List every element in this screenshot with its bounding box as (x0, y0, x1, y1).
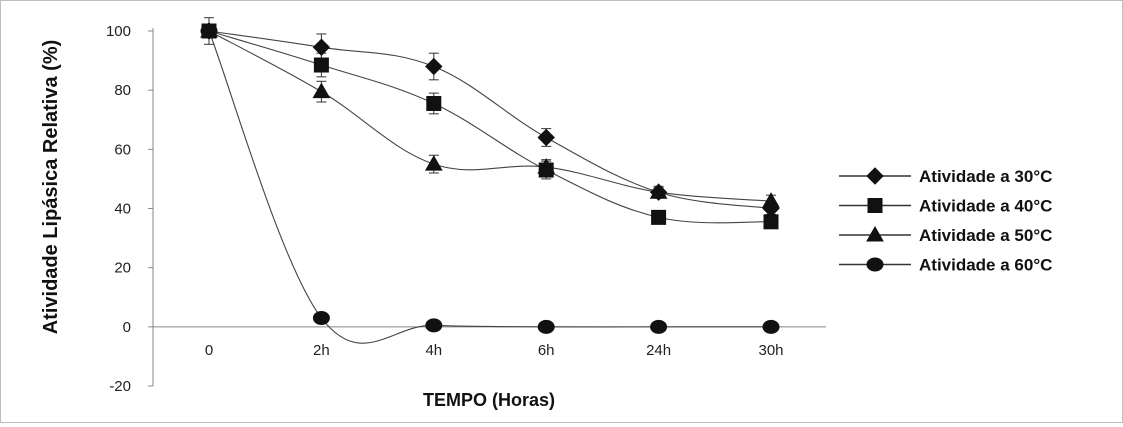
axes (148, 28, 826, 387)
x-tick-label: 0 (205, 342, 213, 359)
data-point (537, 128, 555, 147)
legend-item: Atividade a 40°C (839, 197, 1052, 216)
data-point (425, 57, 443, 76)
legend-marker (866, 167, 884, 185)
data-point (312, 310, 330, 325)
legend-label: Atividade a 40°C (919, 197, 1052, 216)
legend-item: Atividade a 60°C (839, 256, 1052, 275)
y-tick-label: 60 (114, 141, 131, 158)
legend-label: Atividade a 60°C (919, 256, 1052, 275)
y-tick-label: 20 (114, 260, 131, 277)
legend-label: Atividade a 30°C (919, 167, 1052, 186)
series-markers (200, 21, 780, 334)
data-point (762, 192, 780, 208)
x-tick-label: 2h (313, 342, 330, 359)
error-bars (204, 17, 776, 227)
series-line (208, 30, 772, 210)
data-point (312, 38, 331, 56)
y-tick-label: 0 (123, 319, 131, 336)
data-point (312, 82, 331, 99)
x-tick-label: 24h (646, 342, 671, 359)
series-line (208, 30, 771, 344)
y-tick-label: -20 (109, 378, 131, 395)
data-point (650, 319, 668, 334)
y-tick-label: 80 (114, 82, 131, 99)
y-axis-label: Atividade Lipásica Relativa (%) (40, 40, 62, 335)
legend-label: Atividade a 50°C (919, 226, 1052, 245)
data-point (200, 24, 218, 38)
data-point (426, 95, 442, 111)
series-line (208, 30, 772, 224)
x-tick-label: 30h (758, 342, 783, 359)
x-tick-label: 4h (425, 342, 442, 359)
data-point (425, 318, 443, 333)
y-tick-label: 100 (106, 23, 131, 40)
data-point (313, 57, 329, 73)
legend: Atividade a 30°C Atividade a 40°C Atividad… (839, 167, 1052, 275)
series-lines (208, 30, 772, 344)
legend-marker (866, 257, 884, 272)
x-axis-label: TEMPO (Horas) (423, 390, 555, 410)
data-point (762, 319, 780, 334)
legend-item: Atividade a 30°C (839, 167, 1052, 186)
tick-labels: -20 0 20 40 60 80 100 0 2h 4h 6h 24h 30h (106, 23, 784, 395)
data-point (763, 214, 779, 230)
data-point (424, 155, 443, 171)
data-point (537, 319, 555, 334)
data-point (651, 209, 667, 225)
legend-marker (867, 198, 883, 213)
series-line (208, 30, 772, 202)
data-point (537, 158, 556, 174)
data-point (649, 183, 668, 199)
y-tick-label: 40 (114, 201, 131, 218)
x-tick-label: 6h (538, 342, 555, 359)
legend-item: Atividade a 50°C (839, 225, 1052, 245)
legend-marker (866, 225, 884, 242)
